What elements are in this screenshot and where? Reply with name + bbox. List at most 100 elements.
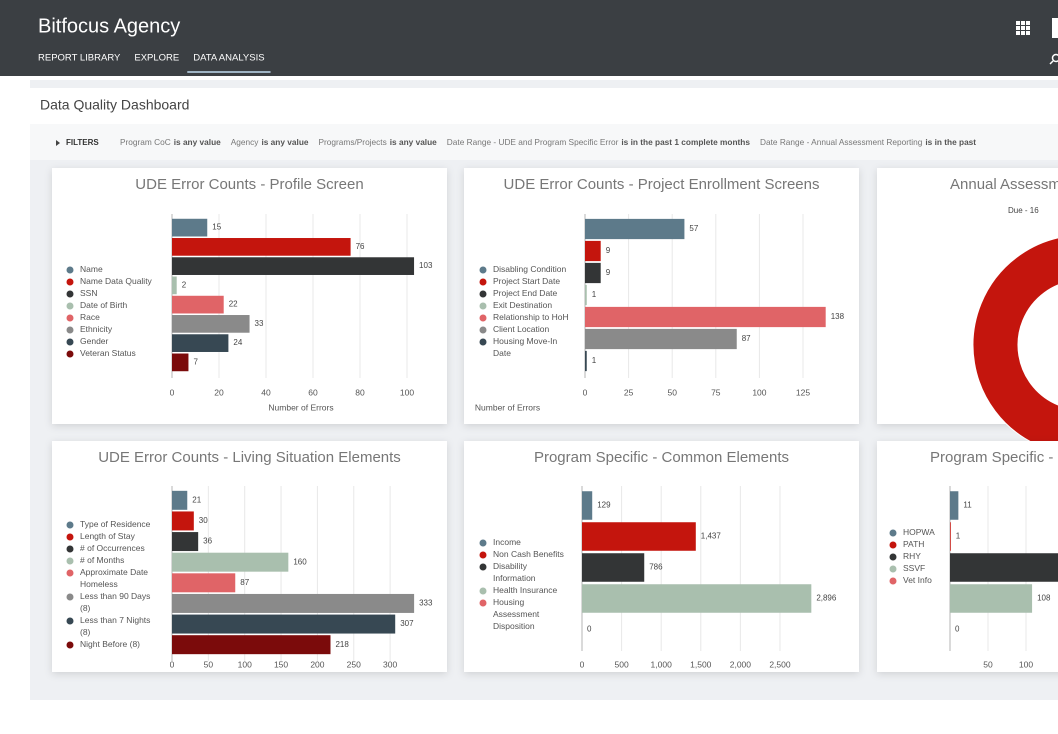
legend-marker <box>66 533 74 541</box>
value-label: 36 <box>203 537 212 546</box>
legend-label: Approximate Date Homeless <box>80 567 148 589</box>
value-label: 76 <box>356 242 365 251</box>
legend-label: SSVF <box>903 563 925 573</box>
panel <box>52 168 447 424</box>
bar <box>585 240 601 262</box>
filter-field: Date Range - UDE and Program Specific Er… <box>447 137 619 147</box>
legend-label: Health Insurance <box>493 585 558 595</box>
legend-marker <box>66 326 74 334</box>
nav-item[interactable]: REPORT LIBRARY <box>38 53 121 64</box>
value-label: 87 <box>240 578 249 587</box>
bar <box>950 584 1033 613</box>
panel-title: Annual Assessm <box>950 176 1058 193</box>
filter-condition: is any value <box>174 137 221 147</box>
legend-marker <box>889 529 897 537</box>
value-label: 9 <box>606 268 611 277</box>
search-icon[interactable] <box>1049 53 1058 65</box>
value-label: 11 <box>963 501 972 510</box>
value-label: 57 <box>689 224 698 233</box>
panel <box>464 168 859 424</box>
bar <box>950 553 1058 582</box>
panel-title: UDE Error Counts - Project Enrollment Sc… <box>504 176 820 193</box>
bar <box>585 262 601 284</box>
x-axis-label: Number of Errors <box>268 402 333 412</box>
legend-marker <box>66 278 74 286</box>
legend-marker <box>66 302 74 310</box>
x-tick-label: 50 <box>204 659 214 669</box>
legend-marker <box>66 266 74 274</box>
x-tick-label: 25 <box>624 387 634 397</box>
profile-icon[interactable] <box>1052 18 1058 38</box>
filter-condition: is in the past <box>925 137 976 147</box>
legend-label: Date of Birth <box>80 300 128 310</box>
legend-label: HOPWA <box>903 527 935 537</box>
filters-toggle[interactable] <box>56 140 60 146</box>
legend-marker <box>889 541 897 549</box>
x-tick-label: 40 <box>261 387 271 397</box>
legend-label: Gender <box>80 336 109 346</box>
bar <box>172 593 415 613</box>
x-tick-label: 0 <box>583 387 588 397</box>
value-label: 218 <box>335 640 349 649</box>
bar <box>582 553 645 582</box>
legend-marker <box>66 569 74 577</box>
filter-condition: is any value <box>390 137 437 147</box>
legend-label: Veteran Status <box>80 348 136 358</box>
bar <box>585 350 587 372</box>
legend-marker <box>66 290 74 298</box>
filters-label[interactable]: FILTERS <box>66 138 99 147</box>
legend-label: Ethnicity <box>80 324 113 334</box>
value-label: 108 <box>1037 594 1051 603</box>
x-tick-label: 75 <box>711 387 721 397</box>
x-axis-label: Number of Errors <box>475 402 540 412</box>
legend-label: Race <box>80 312 100 322</box>
legend-label: Type of Residence <box>80 519 151 529</box>
donut-slice <box>972 237 1058 453</box>
bar <box>172 532 199 552</box>
bar <box>172 490 188 510</box>
panel-title: Program Specific - F <box>930 449 1058 466</box>
legend-marker <box>66 593 74 601</box>
legend-label: # of Occurrences <box>80 543 145 553</box>
legend-marker <box>479 599 487 607</box>
value-label: 129 <box>597 501 611 510</box>
value-label: 786 <box>649 563 663 572</box>
legend-marker <box>889 577 897 585</box>
x-tick-label: 300 <box>383 659 397 669</box>
x-tick-label: 100 <box>238 659 252 669</box>
x-tick-label: 50 <box>983 659 993 669</box>
bar <box>172 552 289 572</box>
bar <box>172 353 189 372</box>
x-tick-label: 0 <box>170 387 175 397</box>
filter-field: Date Range - Annual Assessment Reporting <box>760 137 923 147</box>
filter-field: Programs/Projects <box>319 137 387 147</box>
x-tick-label: 250 <box>347 659 361 669</box>
legend-label: Disabling Condition <box>493 264 567 274</box>
value-label: 30 <box>199 516 208 525</box>
filters-text: Program CoC is any value Agency is any valu… <box>120 137 976 147</box>
legend-marker <box>479 539 487 547</box>
bar <box>172 276 177 295</box>
apps-icon[interactable] <box>1016 21 1030 35</box>
value-label: 138 <box>831 312 845 321</box>
filter-condition: is any value <box>261 137 308 147</box>
legend-marker <box>479 266 487 274</box>
filters-band <box>30 124 1058 160</box>
nav-item[interactable]: EXPLORE <box>134 53 179 64</box>
x-tick-label: 200 <box>310 659 324 669</box>
bar <box>585 218 685 240</box>
value-label: 1 <box>956 532 961 541</box>
legend-label: Client Location <box>493 324 550 334</box>
panel-title: UDE Error Counts - Living Situation Elem… <box>98 449 401 466</box>
bar <box>172 315 250 333</box>
bar <box>585 284 587 306</box>
panel-title: UDE Error Counts - Profile Screen <box>135 176 363 193</box>
value-label: 2,896 <box>816 594 837 603</box>
legend-label: Less than 7 Nights (8) <box>80 615 150 637</box>
dashboard-title-band <box>30 88 1058 124</box>
legend-label: # of Months <box>80 555 124 565</box>
nav-item[interactable]: DATA ANALYSIS <box>193 53 264 64</box>
x-tick-label: 2,500 <box>769 659 791 669</box>
filter-condition: is in the past 1 complete months <box>621 137 750 147</box>
